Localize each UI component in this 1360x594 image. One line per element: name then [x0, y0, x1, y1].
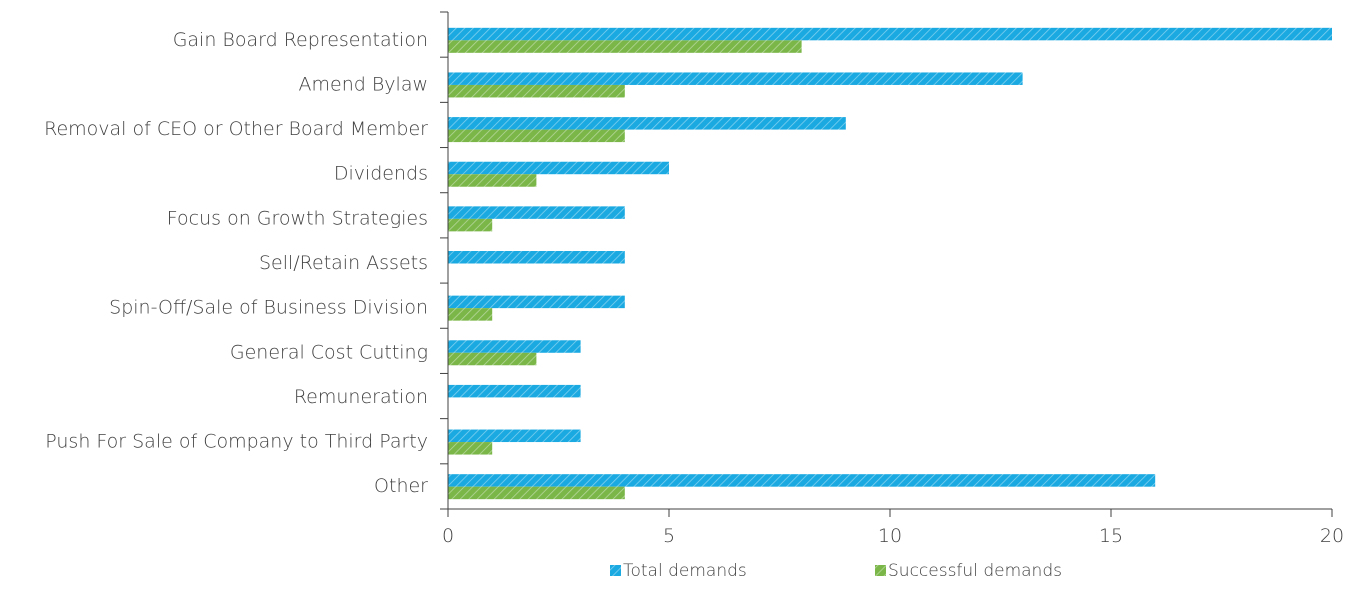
- bar-successful-2: [448, 129, 625, 143]
- legend-swatch-total: [610, 565, 621, 576]
- bar-total-5: [448, 251, 625, 264]
- category-label: Other: [374, 475, 428, 497]
- category-label: Push For Sale of Company to Third Party: [45, 431, 428, 453]
- bar-successful-4: [448, 218, 493, 232]
- axis-layer: [440, 11, 1333, 517]
- bar-total-0: [448, 27, 1332, 41]
- bar-successful-9: [448, 442, 493, 455]
- bars-layer: [448, 27, 1332, 500]
- bar-total-7: [448, 340, 581, 353]
- category-label: Focus on Growth Strategies: [167, 207, 428, 229]
- bar-total-2: [448, 117, 846, 130]
- bar-successful-0: [448, 40, 802, 53]
- category-label: Spin-Off/Sale of Business Division: [109, 297, 428, 319]
- x-tick-label: 10: [878, 525, 902, 547]
- category-label: Removal of CEO or Other Board Member: [44, 118, 428, 140]
- x-tick-label: 15: [1099, 525, 1123, 547]
- x-tick-label: 20: [1320, 525, 1344, 547]
- bar-successful-3: [448, 174, 537, 187]
- bar-total-1: [448, 72, 1023, 85]
- bar-successful-10: [448, 486, 625, 500]
- labels-layer: Gain Board Representation Amend Bylaw Remo…: [44, 29, 1344, 547]
- legend-label-total: Total demands: [623, 561, 747, 581]
- category-label: Dividends: [334, 163, 428, 185]
- x-tick-label: 0: [442, 525, 454, 547]
- category-label: General Cost Cutting: [230, 341, 428, 363]
- bar-total-8: [448, 384, 581, 398]
- bar-total-10: [448, 474, 1156, 487]
- category-label: Sell/Retain Assets: [259, 252, 428, 274]
- bar-total-3: [448, 161, 669, 175]
- bar-successful-6: [448, 308, 493, 321]
- x-tick-label: 5: [663, 525, 675, 547]
- category-label: Remuneration: [294, 386, 428, 408]
- legend: Total demands Successful demands: [610, 561, 1062, 581]
- category-label: Amend Bylaw: [299, 73, 428, 95]
- category-label: Gain Board Representation: [173, 29, 428, 51]
- legend-swatch-successful: [875, 565, 886, 576]
- bar-successful-7: [448, 352, 537, 366]
- bar-total-9: [448, 429, 581, 443]
- bar-successful-1: [448, 84, 625, 98]
- bar-total-4: [448, 206, 625, 219]
- bar-total-6: [448, 295, 625, 309]
- legend-label-successful: Successful demands: [888, 561, 1062, 581]
